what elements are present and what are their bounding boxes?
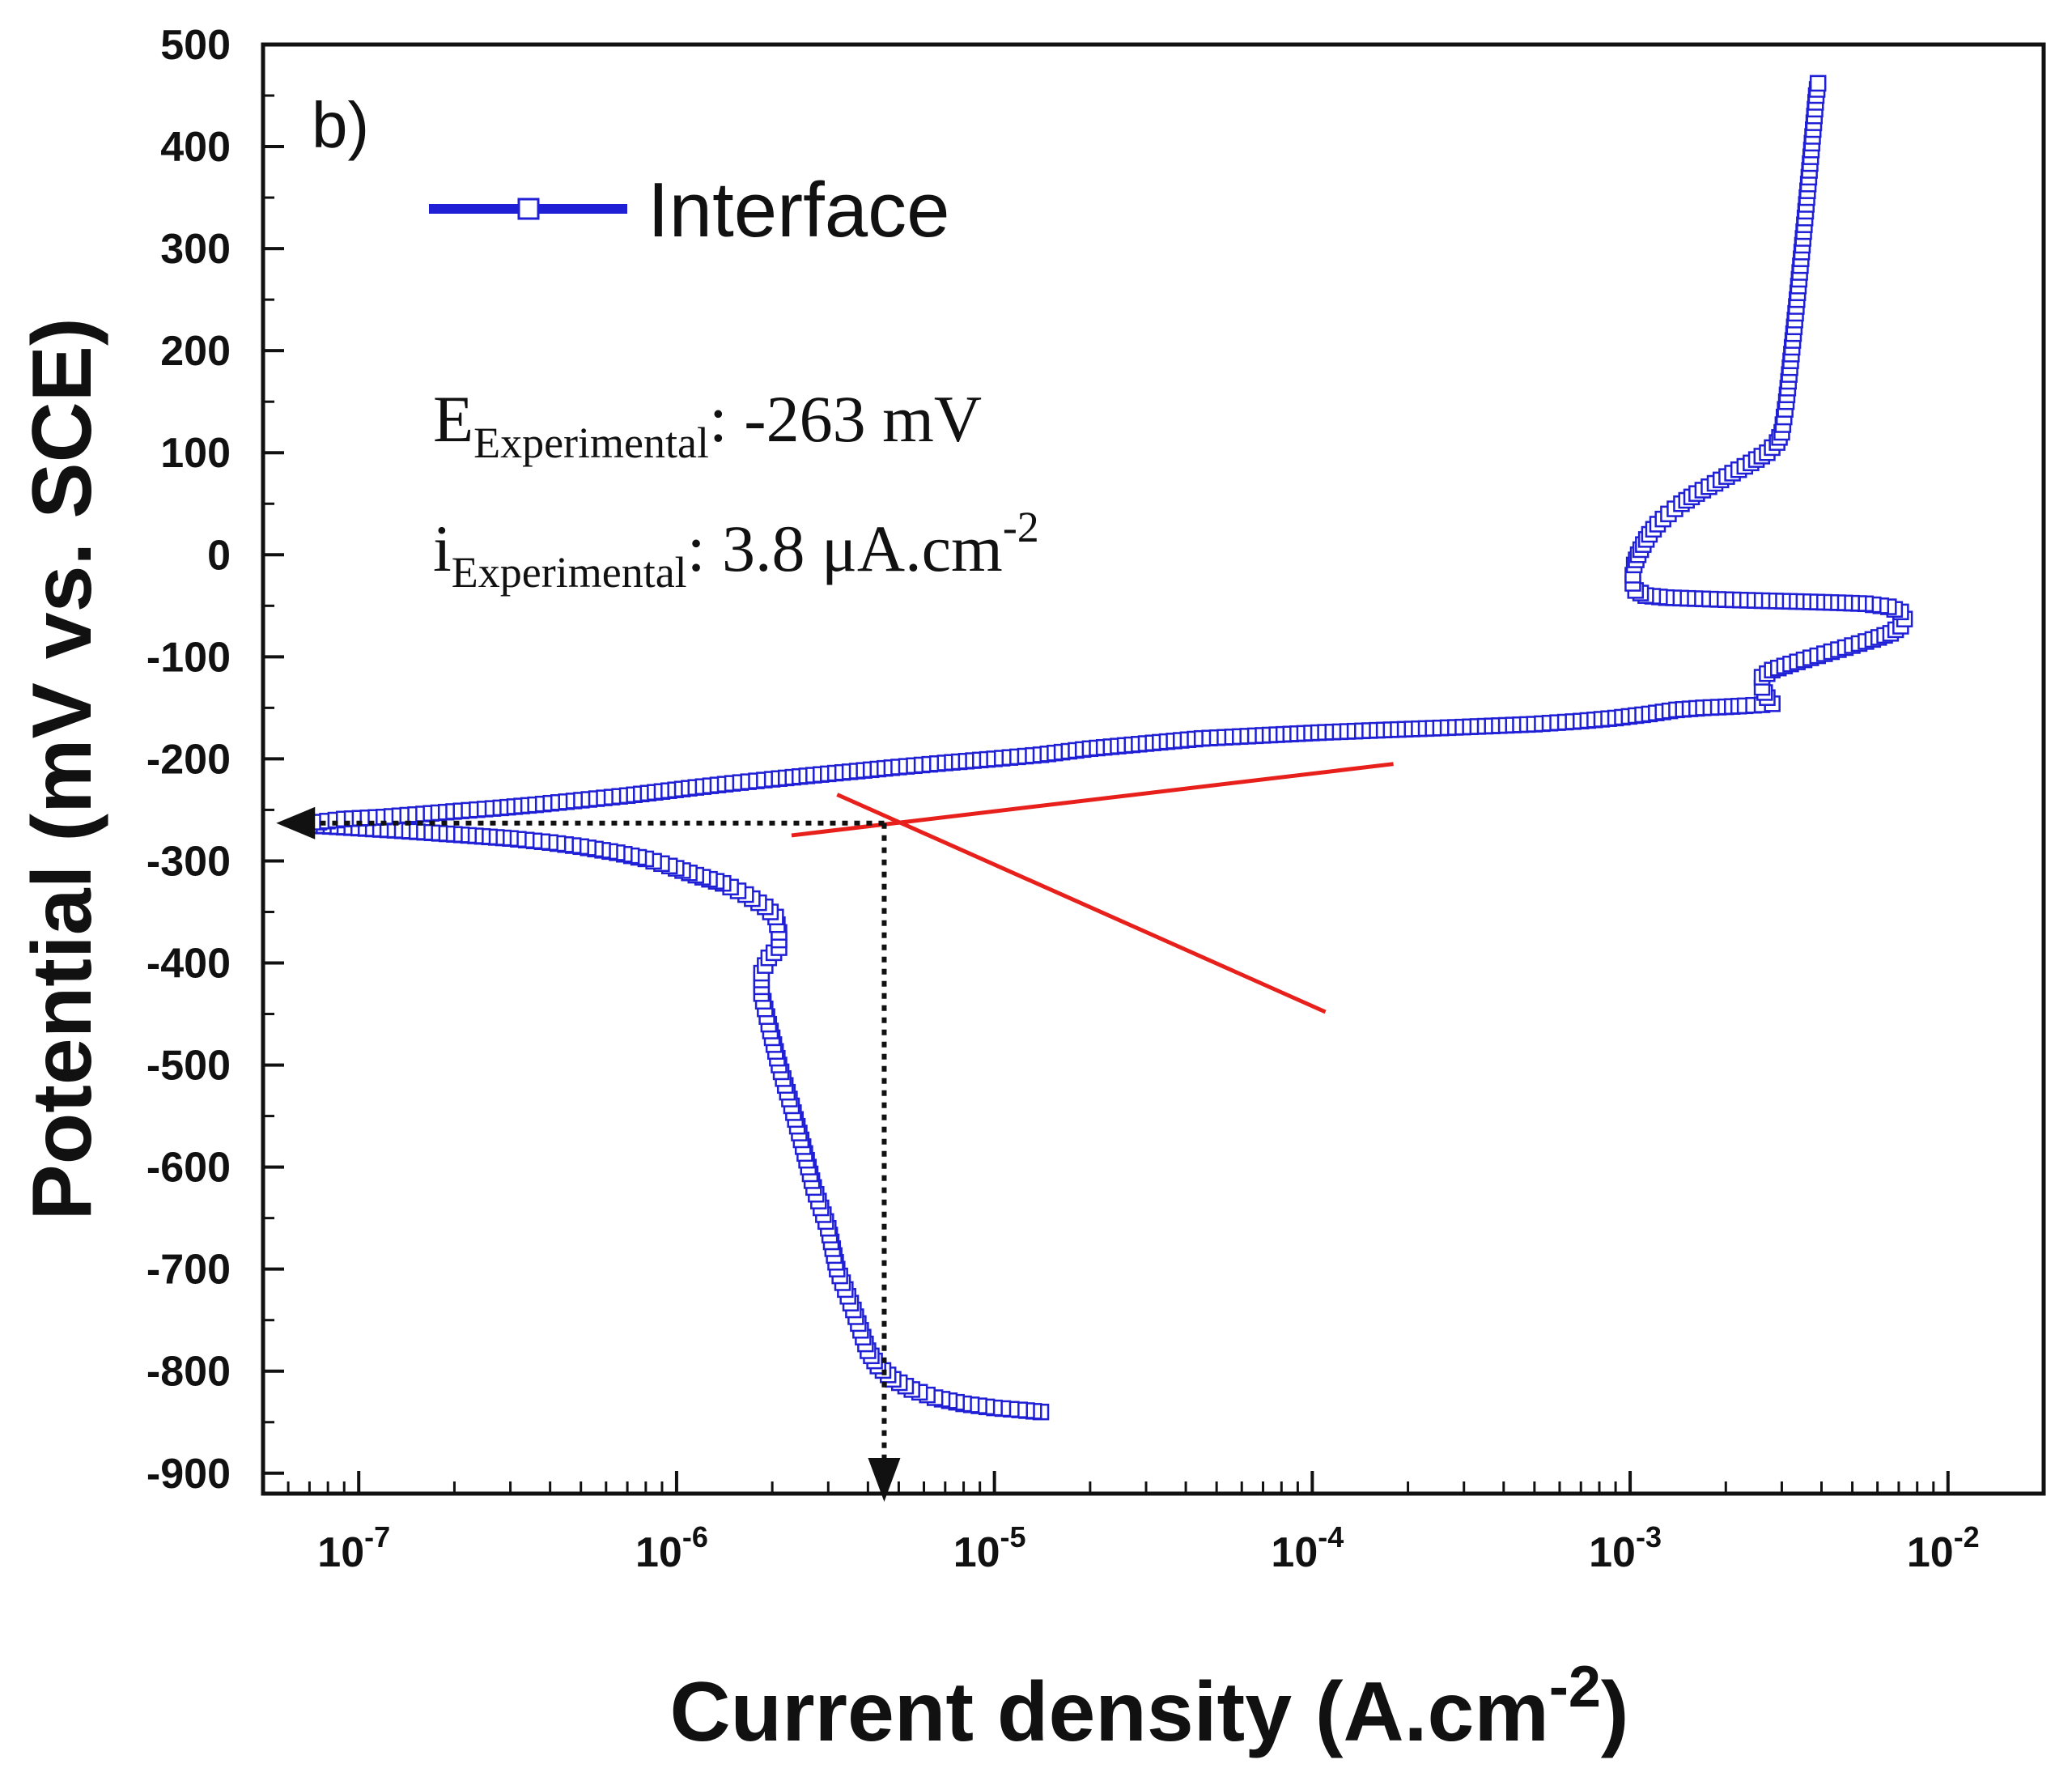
y-tick-label: 500 <box>160 22 231 69</box>
down-arrowhead <box>868 1458 901 1502</box>
legend: Interface <box>429 167 950 253</box>
y-tick-label: -600 <box>146 1145 231 1192</box>
x-tick-label: 10-5 <box>953 1520 1026 1576</box>
y-tick-label: -800 <box>146 1349 231 1396</box>
y-tick-label: -400 <box>146 941 231 988</box>
y-tick-label: -900 <box>146 1451 231 1498</box>
y-tick-label: 200 <box>160 328 231 375</box>
y-tick-label: 400 <box>160 124 231 171</box>
x-axis-title: Current density (A.cm-2) <box>669 1655 1628 1759</box>
x-tick-label: 10-6 <box>635 1520 708 1576</box>
corrosion-guides <box>276 806 901 1502</box>
panel-label: b) <box>312 89 369 161</box>
annotation-e-experimental: EExperimental: -263 mV <box>433 382 982 467</box>
data-point <box>1809 74 1827 92</box>
y-tick-label: -100 <box>146 634 231 681</box>
left-arrowhead <box>276 806 316 839</box>
y-tick-label: 300 <box>160 226 231 273</box>
series-interface <box>301 74 1913 1421</box>
x-tick-label: 10-4 <box>1271 1520 1344 1576</box>
tafel-lines <box>791 762 1394 1014</box>
legend-marker <box>517 198 540 220</box>
y-tick-label: -700 <box>146 1247 231 1294</box>
annotation-i-experimental: iExperimental: 3.8 μA.cm-2 <box>433 503 1039 597</box>
y-axis: 500 400 300 200 100 0 -100 -200 -300 -400 -500 -600… <box>146 22 284 1498</box>
y-tick-label: 100 <box>160 430 231 477</box>
x-tick-label: 10-7 <box>317 1520 390 1576</box>
x-axis: 10-7 10-6 10-5 10-4 10-3 10-2 <box>261 1471 2045 1576</box>
y-tick-label: 0 <box>207 532 231 579</box>
y-tick-label: -300 <box>146 838 231 885</box>
tafel-line <box>791 762 1394 838</box>
y-axis-title: Potential (mV vs. SCE) <box>15 317 109 1220</box>
plot-frame <box>261 42 2046 1496</box>
legend-label: Interface <box>648 167 950 253</box>
tafel-line <box>836 793 1327 1014</box>
x-tick-label: 10-3 <box>1589 1520 1662 1576</box>
y-tick-label: -200 <box>146 736 231 783</box>
y-tick-label: -500 <box>146 1043 231 1090</box>
x-tick-label: 10-2 <box>1907 1520 1980 1576</box>
